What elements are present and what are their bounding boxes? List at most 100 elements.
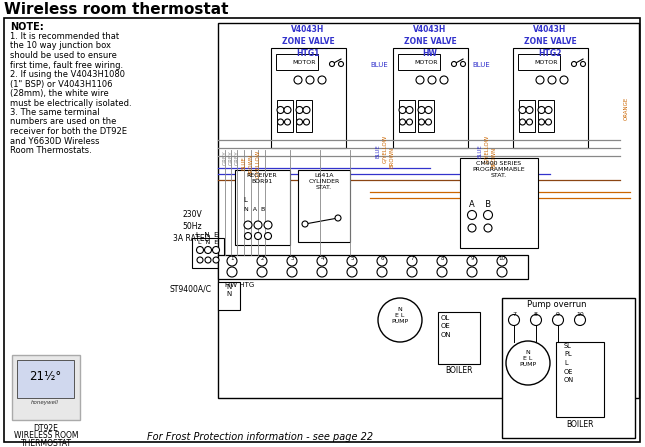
Circle shape — [254, 221, 262, 229]
Text: the 10 way junction box: the 10 way junction box — [10, 42, 111, 51]
Text: 1. It is recommended that: 1. It is recommended that — [10, 32, 119, 41]
Bar — [218, 23, 639, 398]
Text: WIRELESS ROOM: WIRELESS ROOM — [14, 431, 78, 440]
Text: 2: 2 — [260, 257, 264, 261]
Circle shape — [244, 232, 252, 240]
Text: BLUE: BLUE — [477, 144, 482, 158]
Circle shape — [416, 76, 424, 84]
Text: MOTOR: MOTOR — [414, 59, 438, 64]
Circle shape — [548, 76, 556, 84]
Circle shape — [428, 76, 436, 84]
Circle shape — [575, 315, 586, 325]
Circle shape — [277, 106, 284, 114]
Text: BROWN: BROWN — [491, 147, 497, 168]
Circle shape — [497, 256, 507, 266]
Text: V4043H
ZONE VALVE
HTG1: V4043H ZONE VALVE HTG1 — [282, 25, 334, 58]
Circle shape — [418, 106, 425, 114]
Text: GREY: GREY — [235, 150, 239, 165]
Text: 3. The same terminal: 3. The same terminal — [10, 108, 99, 117]
Text: must be electrically isolated.: must be electrically isolated. — [10, 98, 132, 107]
Circle shape — [197, 246, 204, 253]
Text: 10: 10 — [499, 257, 506, 261]
Text: N
E L
PUMP: N E L PUMP — [519, 350, 537, 367]
Text: CM900 SERIES
PROGRAMMABLE
STAT.: CM900 SERIES PROGRAMMABLE STAT. — [473, 161, 525, 178]
Text: OL
OE
ON: OL OE ON — [441, 315, 451, 338]
Circle shape — [257, 256, 267, 266]
Text: SL
PL
L
OE
ON: SL PL L OE ON — [564, 343, 574, 383]
Text: G/YELLOW: G/YELLOW — [484, 135, 490, 163]
Circle shape — [407, 267, 417, 277]
Circle shape — [526, 119, 533, 125]
Text: 6: 6 — [381, 257, 384, 261]
Circle shape — [302, 221, 308, 227]
Circle shape — [526, 106, 533, 114]
Circle shape — [197, 257, 203, 263]
Circle shape — [508, 315, 519, 325]
Text: NOTE:: NOTE: — [10, 22, 44, 32]
Circle shape — [399, 119, 406, 125]
Text: first time, fault free wiring.: first time, fault free wiring. — [10, 60, 123, 69]
Bar — [537, 100, 553, 132]
Text: BLUE: BLUE — [375, 144, 381, 158]
Circle shape — [303, 106, 310, 114]
Circle shape — [287, 256, 297, 266]
Text: (28mm), the white wire: (28mm), the white wire — [10, 89, 109, 98]
Text: BLUE: BLUE — [241, 156, 246, 170]
Circle shape — [484, 211, 493, 219]
Text: ORANGE: ORANGE — [624, 97, 628, 120]
Circle shape — [255, 232, 261, 240]
Circle shape — [506, 341, 550, 385]
Circle shape — [538, 106, 545, 114]
Bar — [393, 48, 468, 148]
Text: ST9400A/C: ST9400A/C — [170, 285, 212, 294]
Circle shape — [377, 267, 387, 277]
Text: 9: 9 — [470, 257, 473, 261]
Text: L  N  E: L N E — [198, 240, 218, 245]
Circle shape — [497, 267, 507, 277]
Bar — [12, 355, 80, 420]
Bar — [218, 255, 528, 279]
Circle shape — [580, 62, 586, 67]
Text: N
E L
PUMP: N E L PUMP — [392, 307, 408, 325]
Circle shape — [468, 211, 477, 219]
Text: GREY: GREY — [228, 150, 233, 165]
Circle shape — [205, 257, 211, 263]
Text: BLUE: BLUE — [472, 62, 490, 68]
Circle shape — [437, 256, 447, 266]
Bar — [397, 54, 439, 70]
Circle shape — [296, 106, 303, 114]
Bar — [513, 48, 588, 148]
Text: BOILER: BOILER — [566, 420, 594, 429]
Text: 8: 8 — [534, 312, 538, 317]
Circle shape — [419, 119, 424, 125]
Circle shape — [277, 119, 284, 125]
Text: MOTOR: MOTOR — [292, 59, 316, 64]
Text: L641A
CYLINDER
STAT.: L641A CYLINDER STAT. — [308, 173, 340, 190]
Circle shape — [519, 106, 526, 114]
Bar — [218, 282, 240, 310]
Circle shape — [227, 267, 237, 277]
Text: THERMOSTAT: THERMOSTAT — [21, 439, 72, 447]
Circle shape — [539, 119, 544, 125]
Text: 21½°: 21½° — [29, 370, 61, 383]
Text: numbers are used on the: numbers are used on the — [10, 118, 116, 127]
Circle shape — [204, 246, 212, 253]
Text: 1: 1 — [230, 257, 233, 261]
Text: L  N  E: L N E — [195, 232, 218, 238]
Text: receiver for both the DT92E: receiver for both the DT92E — [10, 127, 127, 136]
Bar — [517, 54, 559, 70]
Circle shape — [484, 224, 492, 232]
Circle shape — [467, 267, 477, 277]
Circle shape — [264, 232, 272, 240]
Text: G/YELLOW: G/YELLOW — [255, 150, 261, 178]
Circle shape — [257, 267, 267, 277]
Text: G/YELLOW: G/YELLOW — [382, 135, 388, 163]
Circle shape — [297, 119, 303, 125]
Text: For Frost Protection information - see page 22: For Frost Protection information - see p… — [147, 432, 373, 442]
Text: MOTOR: MOTOR — [534, 59, 558, 64]
Text: Wireless room thermostat: Wireless room thermostat — [4, 2, 228, 17]
Circle shape — [530, 315, 542, 325]
Circle shape — [461, 62, 466, 67]
Circle shape — [546, 119, 551, 125]
Circle shape — [227, 256, 237, 266]
